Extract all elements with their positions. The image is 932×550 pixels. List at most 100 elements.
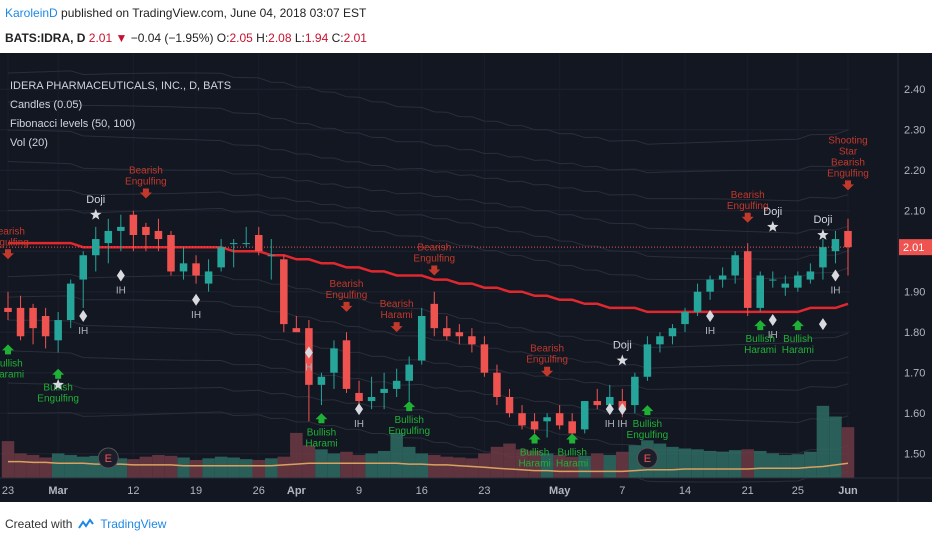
candle-body xyxy=(367,397,376,402)
volume-bar xyxy=(565,456,579,478)
volume-bar xyxy=(816,405,830,478)
pattern-label: Doji xyxy=(613,340,632,352)
volume-bar xyxy=(678,448,692,478)
volume-bar xyxy=(540,453,554,478)
bullish-arrow-icon xyxy=(754,320,767,331)
diamond-marker-icon xyxy=(768,314,777,327)
y-tick-label: 2.30 xyxy=(904,125,925,137)
volume-bar xyxy=(402,446,416,478)
diamond-marker-icon xyxy=(831,269,840,282)
candle-body xyxy=(580,401,589,430)
volume-bar xyxy=(766,453,780,478)
pattern-label: Bullish xyxy=(746,334,775,345)
volume-bar xyxy=(590,453,604,478)
pattern-label: IH xyxy=(617,419,627,430)
candle-body xyxy=(443,328,451,337)
candle-body xyxy=(267,255,276,257)
pattern-label: Bullish xyxy=(557,448,586,459)
candle-body xyxy=(606,397,614,406)
diamond-marker-icon xyxy=(818,318,827,331)
x-tick-label: 25 xyxy=(792,485,804,497)
pattern-label: Bullish xyxy=(0,358,23,369)
x-tick-label: 9 xyxy=(356,485,362,497)
bullish-arrow-icon xyxy=(566,433,579,444)
candle-body xyxy=(417,316,426,361)
candle-body xyxy=(92,239,100,256)
candle-body xyxy=(342,340,351,389)
fibonacci-band xyxy=(7,273,849,349)
candle-body xyxy=(292,328,301,333)
pattern-label: Doji xyxy=(86,194,105,206)
x-tick-label: Apr xyxy=(287,485,307,497)
doji-star-icon xyxy=(616,354,628,366)
low-value: 1.94 xyxy=(304,31,329,45)
candle-body xyxy=(718,275,727,280)
pattern-label: Harami xyxy=(0,369,24,380)
price-chart[interactable]: 2.402.302.202.102.001.901.801.701.601.50… xyxy=(0,53,932,502)
candle-body xyxy=(643,344,652,377)
candle-body xyxy=(117,226,125,231)
candle-body xyxy=(29,307,37,329)
volume-bar xyxy=(290,432,303,478)
last-price-tag-label: 2.01 xyxy=(903,242,924,254)
x-tick-label: 23 xyxy=(2,485,14,497)
candle-body xyxy=(480,344,489,373)
down-arrow-icon: ▼ xyxy=(115,31,128,45)
tradingview-logo-icon xyxy=(78,518,95,529)
diamond-marker-icon xyxy=(605,403,614,416)
candle-body xyxy=(844,230,852,248)
price-change: −0.04 (−1.95%) xyxy=(130,31,214,45)
volume-bar xyxy=(114,458,128,478)
candle-body xyxy=(656,336,664,345)
volume-bar xyxy=(189,459,203,478)
volume-bar xyxy=(327,453,341,478)
bearish-arrow-icon xyxy=(390,322,403,333)
candle-body xyxy=(129,214,138,235)
legend-fibonacci[interactable]: Fibonacci levels (50, 100) xyxy=(10,118,136,130)
high-value: 2.08 xyxy=(268,31,292,45)
volume-bar xyxy=(478,453,491,478)
candle-body xyxy=(706,279,714,292)
volume-bar xyxy=(177,457,190,478)
pattern-label: Harami xyxy=(518,459,550,470)
bearish-arrow-icon xyxy=(2,249,14,260)
bearish-arrow-icon xyxy=(139,188,152,199)
fibonacci-band xyxy=(7,161,849,234)
low-label: L: xyxy=(294,31,305,45)
open-label: O: xyxy=(216,31,230,45)
pattern-label: Engulfing xyxy=(125,177,167,188)
diamond-marker-icon xyxy=(116,269,125,282)
volume-bar xyxy=(716,451,729,478)
published-text: published on TradingView.com, June 04, 2… xyxy=(61,6,367,20)
chart-panel[interactable]: 2.402.302.202.102.001.901.801.701.601.50… xyxy=(0,53,932,502)
volume-bar xyxy=(127,459,140,478)
volume-bar xyxy=(804,451,817,478)
candle-body xyxy=(154,230,163,240)
legend-volume[interactable]: Vol (20) xyxy=(10,137,48,149)
earnings-label: E xyxy=(105,453,112,465)
pattern-label: IH xyxy=(191,310,201,321)
y-tick-label: 2.20 xyxy=(904,165,925,177)
legend-candles[interactable]: Candles (0.05) xyxy=(10,99,83,111)
candle-body xyxy=(743,251,752,308)
tradingview-brand[interactable]: TradingView xyxy=(100,517,167,531)
candle-body xyxy=(380,388,388,393)
volume-bar xyxy=(728,450,742,478)
pattern-label: Bearish xyxy=(330,279,364,290)
author-link[interactable]: KaroleinD xyxy=(5,6,58,20)
volume-bar xyxy=(51,453,65,478)
candle-body xyxy=(392,380,401,389)
volume-bar xyxy=(490,446,504,478)
bullish-arrow-icon xyxy=(2,344,14,355)
pattern-label: Engulfing xyxy=(0,237,29,248)
pattern-label: Bullish xyxy=(307,427,336,438)
volume-bar xyxy=(428,455,441,478)
volume-bar xyxy=(164,455,178,478)
candle-body xyxy=(555,413,564,426)
diamond-marker-icon xyxy=(79,310,88,322)
volume-bar xyxy=(202,458,215,478)
candle-body xyxy=(405,364,413,381)
fibonacci-band xyxy=(7,382,849,455)
candle-body xyxy=(455,332,464,337)
legend-title: IDERA PHARMACEUTICALS, INC., D, BATS xyxy=(10,80,232,92)
